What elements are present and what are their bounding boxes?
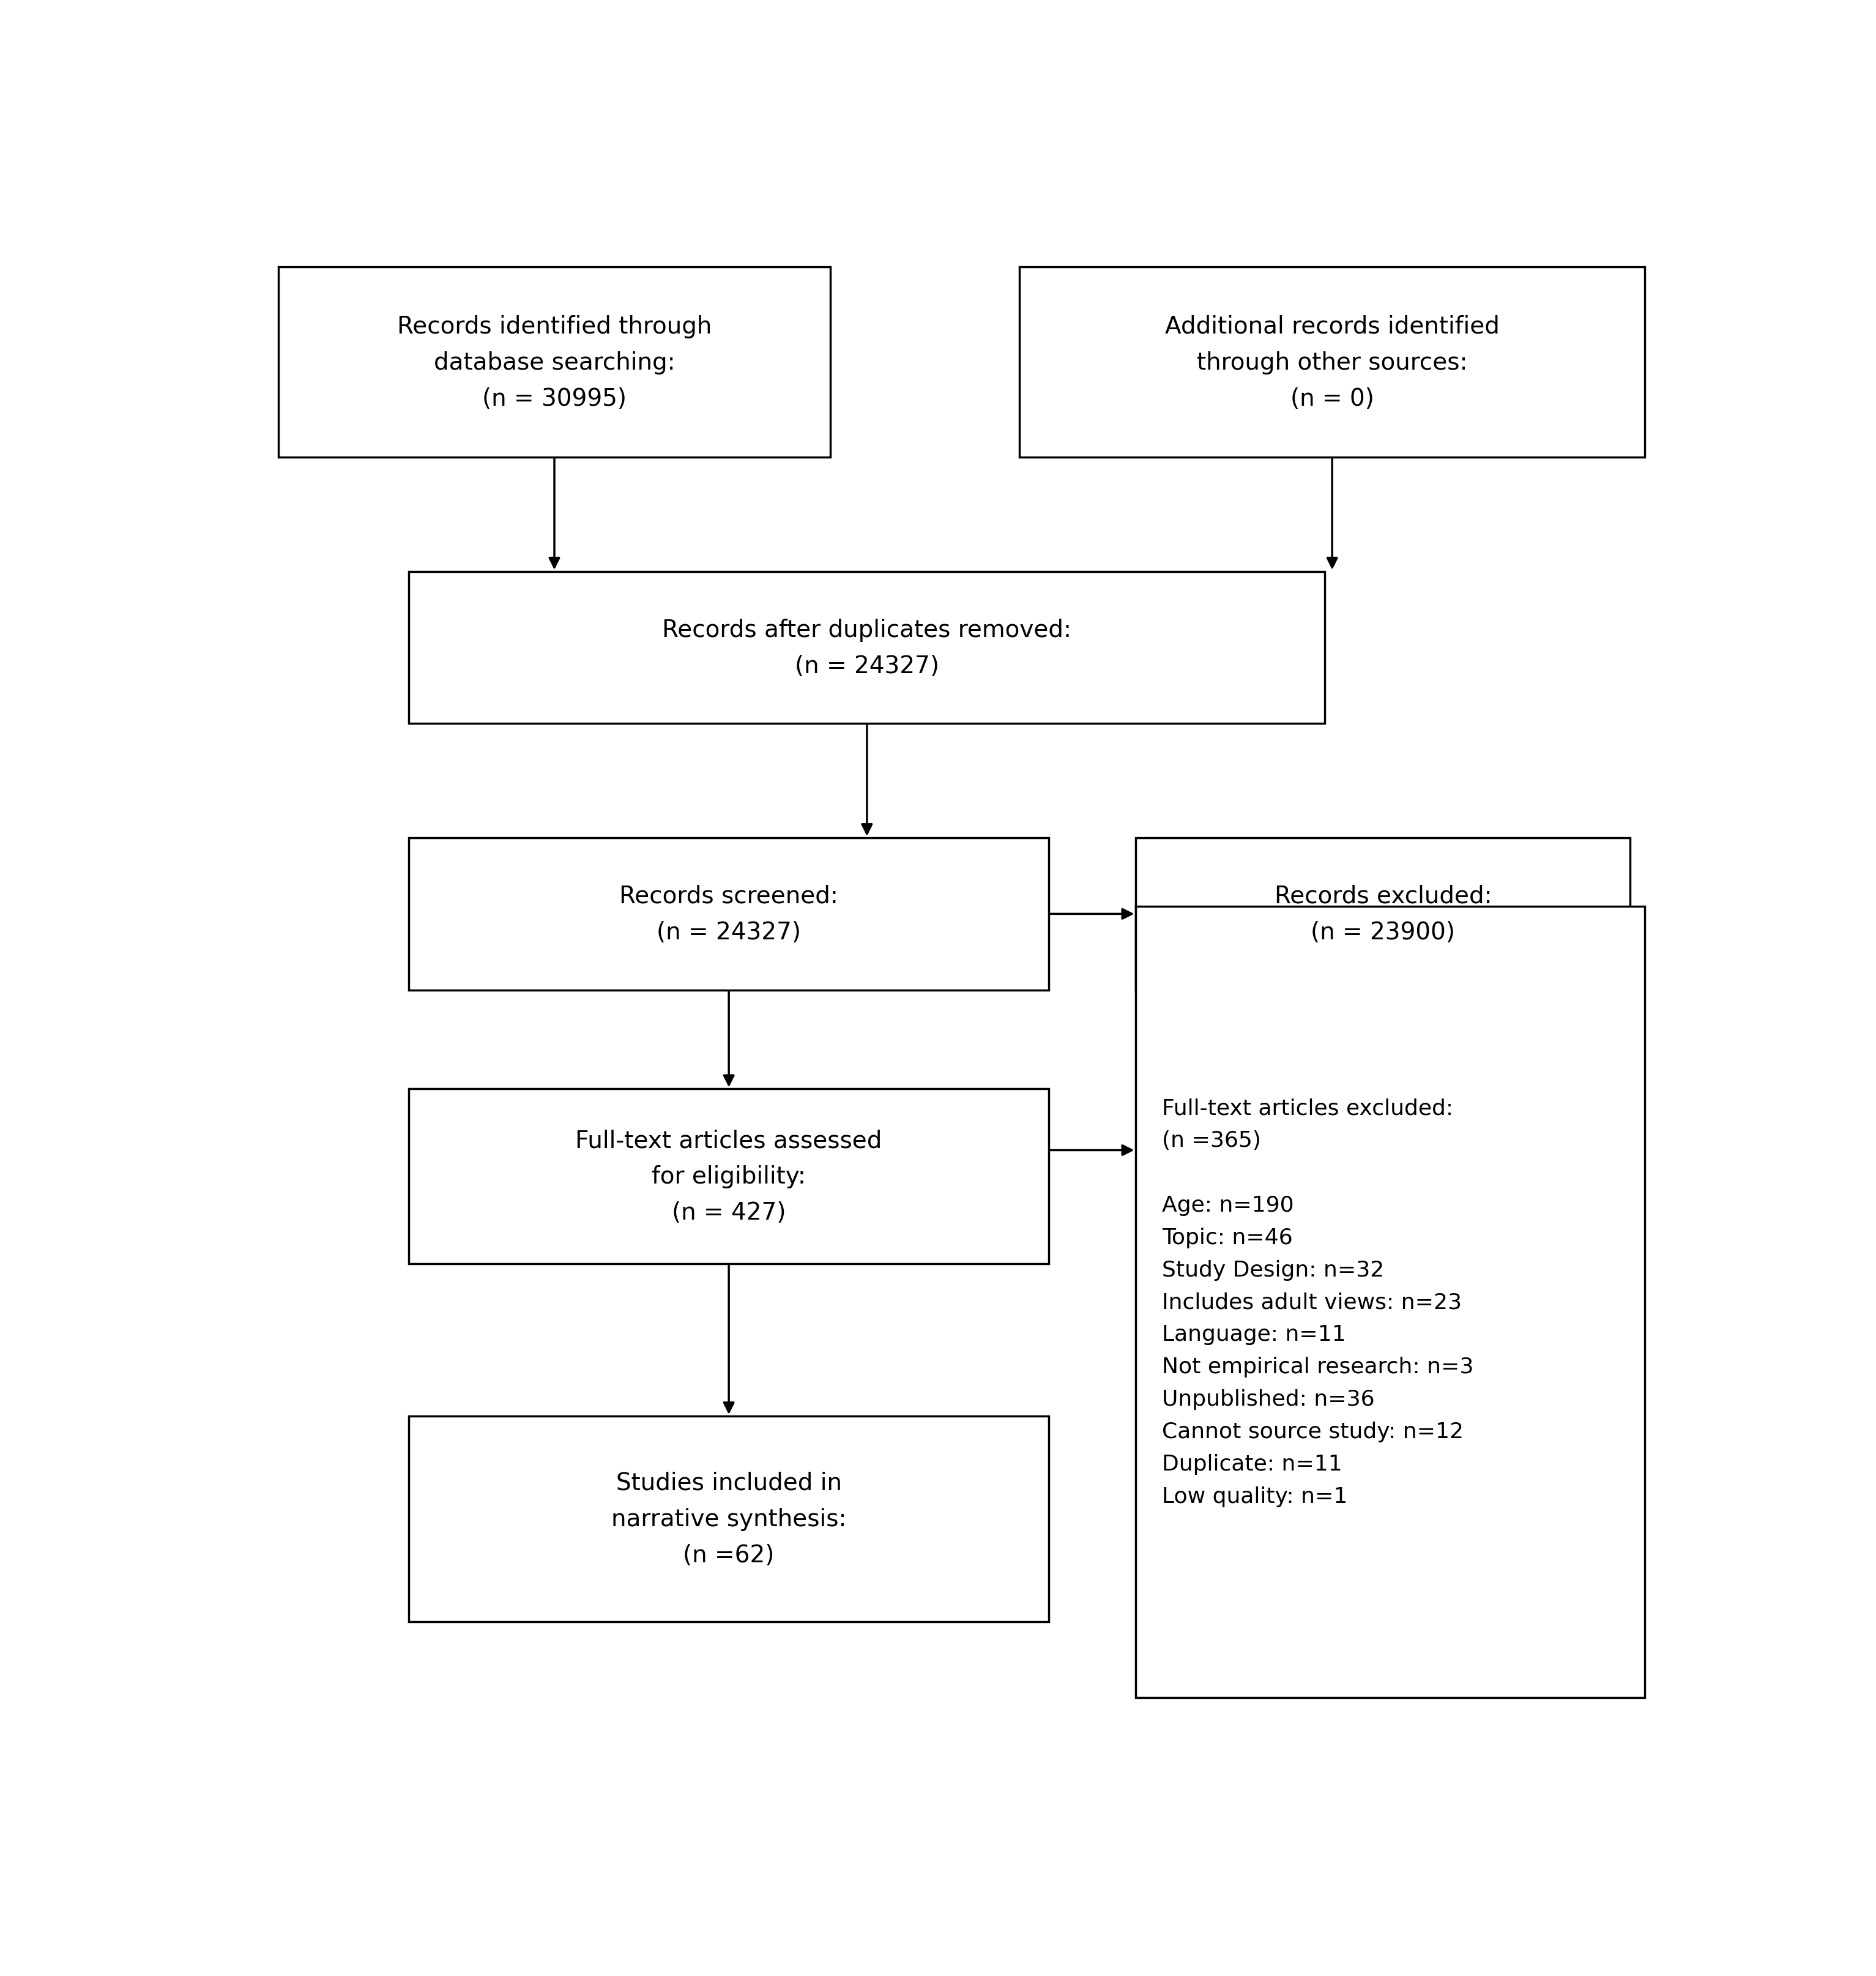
Text: Full-text articles assessed
for eligibility:
(n = 427): Full-text articles assessed for eligibil… (576, 1128, 882, 1225)
Text: Records after duplicates removed:
(n = 24327): Records after duplicates removed: (n = 2… (662, 618, 1071, 678)
Text: Records excluded:
(n = 23900): Records excluded: (n = 23900) (1274, 885, 1491, 945)
FancyBboxPatch shape (1135, 907, 1645, 1697)
FancyBboxPatch shape (409, 1089, 1049, 1265)
FancyBboxPatch shape (1135, 838, 1630, 990)
FancyBboxPatch shape (278, 267, 831, 458)
Text: Studies included in
narrative synthesis:
(n =62): Studies included in narrative synthesis:… (612, 1472, 846, 1567)
Text: Records identified through
database searching:
(n = 30995): Records identified through database sear… (398, 314, 711, 411)
FancyBboxPatch shape (409, 838, 1049, 990)
Text: Records screened:
(n = 24327): Records screened: (n = 24327) (619, 885, 839, 945)
Text: Additional records identified
through other sources:
(n = 0): Additional records identified through ot… (1165, 314, 1499, 411)
Text: Full-text articles excluded:
(n =365)

Age: n=190
Topic: n=46
Study Design: n=32: Full-text articles excluded: (n =365) Ag… (1161, 1097, 1475, 1508)
FancyBboxPatch shape (409, 571, 1324, 723)
FancyBboxPatch shape (1021, 267, 1645, 458)
FancyBboxPatch shape (409, 1417, 1049, 1622)
